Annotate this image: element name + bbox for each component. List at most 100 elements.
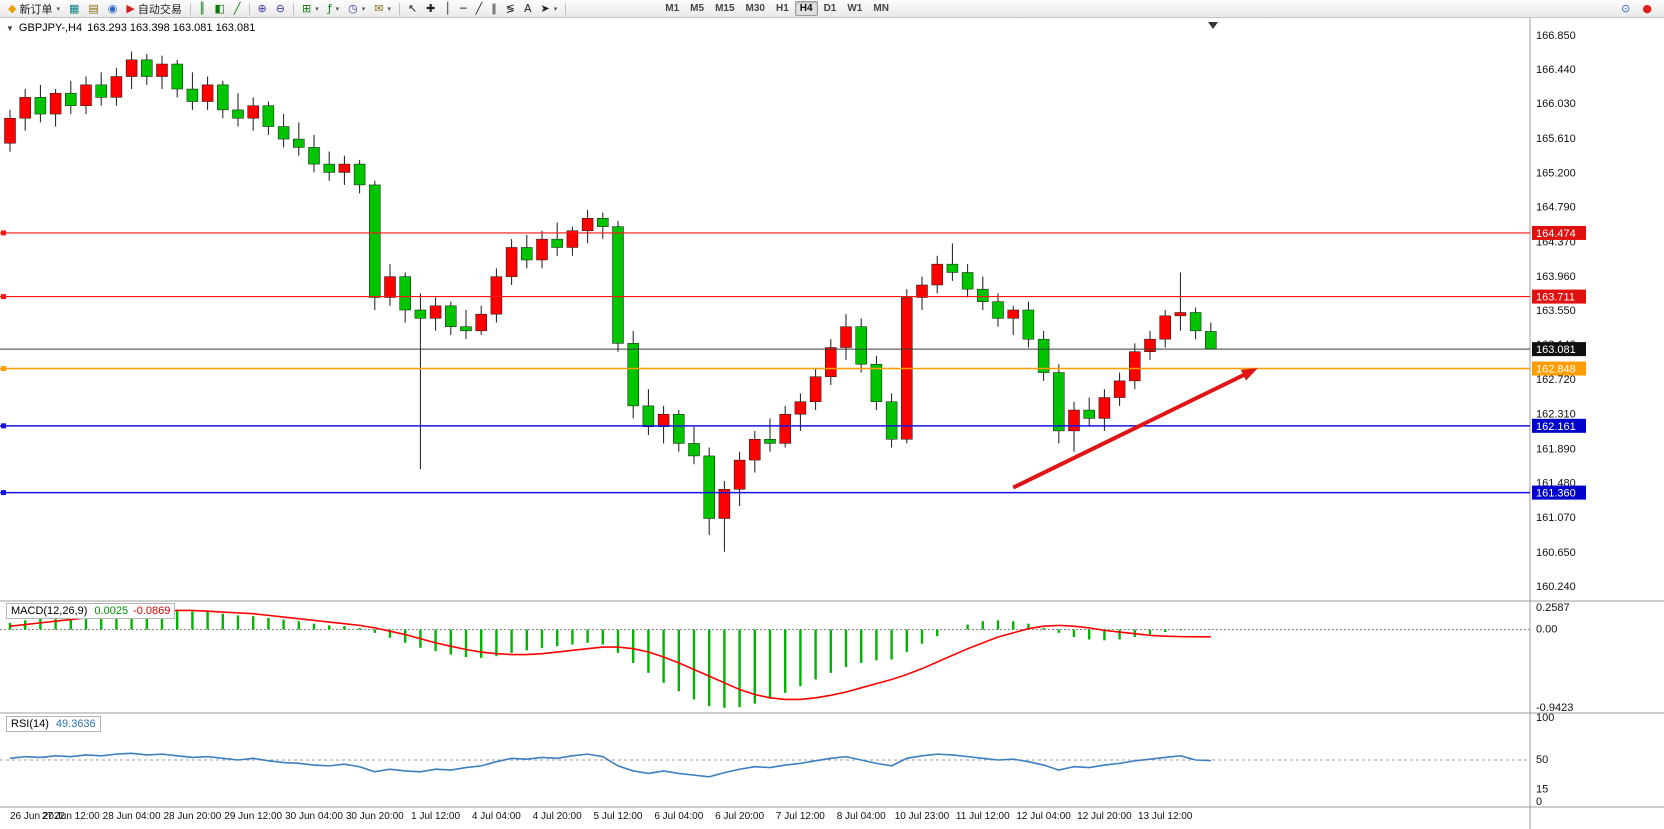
collapse-icon[interactable]: ▼: [6, 23, 14, 33]
new-order-icon: ◆: [8, 2, 17, 15]
timeframe-m15-button[interactable]: M15: [710, 1, 739, 16]
price-axis[interactable]: 166.850 166.440 166.030 165.610 165.200 164.7…: [1536, 30, 1576, 593]
fibonacci-icon: ≶: [505, 2, 515, 15]
candlestick-button[interactable]: ◧: [211, 1, 229, 17]
shift-marker-icon[interactable]: [1208, 22, 1218, 29]
svg-text:13 Jul 12:00: 13 Jul 12:00: [1138, 811, 1193, 822]
search-button[interactable]: ⊙: [1617, 1, 1634, 17]
timeframe-m1-button[interactable]: M1: [660, 1, 684, 16]
svg-text:5 Jul 12:00: 5 Jul 12:00: [594, 811, 643, 822]
price-tag: [1532, 485, 1586, 500]
hline-163.711[interactable]: 163.711: [0, 289, 1586, 304]
vertical-line-icon: │: [444, 2, 452, 15]
timeframe-m5-button[interactable]: M5: [685, 1, 709, 16]
line-chart-button[interactable]: ╱: [230, 1, 245, 17]
hline-161.360[interactable]: 161.360: [0, 485, 1586, 500]
new-chart-icon: ⊞: [301, 2, 312, 15]
zoom-in-button[interactable]: ⊕: [254, 1, 271, 17]
hline-164.474[interactable]: 164.474: [0, 225, 1586, 240]
timeframe-mn-button[interactable]: MN: [868, 1, 894, 16]
caret-down-icon: ▾: [361, 4, 366, 13]
text-button[interactable]: A: [520, 1, 536, 17]
chart-header: ▼ GBPJPY-,H4 163.293 163.398 163.081 163…: [6, 22, 255, 34]
macd-scale: 0.2587 0.00 -0.9423: [1536, 602, 1573, 714]
timeframe-w1-button[interactable]: W1: [842, 1, 867, 16]
main-toolbar: ◆ 新订单 ▾ ▦ ▤ ◉ ▶ 自动交易 ║ ◧ ╱ ⊕ ⊖ ⊞ ▾ ƒ ▾ ◷ ▾ ✉ ▾ ↖ ✚ │ ─ ╱…: [0, 0, 1664, 18]
svg-text:100: 100: [1536, 712, 1554, 724]
trendline-button[interactable]: ╱: [472, 1, 487, 17]
svg-text:160.240: 160.240: [1536, 581, 1576, 593]
horizontal-line-icon: ─: [460, 2, 467, 15]
cursor-icon: ↖: [407, 2, 418, 15]
svg-text:4 Jul 04:00: 4 Jul 04:00: [472, 811, 521, 822]
svg-text:-0.9423: -0.9423: [1536, 702, 1573, 714]
trend-arrow[interactable]: [1012, 368, 1258, 490]
timeframe-d1-button[interactable]: D1: [819, 1, 842, 16]
timeframe-h1-button[interactable]: H1: [771, 1, 794, 16]
svg-text:162.310: 162.310: [1536, 408, 1576, 420]
charts-button[interactable]: ▦: [65, 1, 83, 17]
alert-button[interactable]: ●: [1638, 1, 1656, 17]
svg-text:1 Jul 12:00: 1 Jul 12:00: [411, 811, 460, 822]
indicators-button[interactable]: ƒ ▾: [324, 1, 343, 17]
svg-text:166.440: 166.440: [1536, 64, 1576, 76]
info-icon: ◉: [107, 2, 118, 15]
profiles-icon: ▤: [88, 2, 99, 15]
price-tag: [1532, 289, 1586, 304]
timeframe-h4-button[interactable]: H4: [794, 1, 818, 16]
channel-icon: ∥: [491, 2, 497, 15]
timeframe-m30-button[interactable]: M30: [741, 1, 770, 16]
macd-signal-value: -0.0869: [133, 605, 171, 617]
toolbar-right-icons: ⊙ ●: [1617, 1, 1660, 17]
svg-text:166.030: 166.030: [1536, 98, 1576, 110]
caret-down-icon: ▾: [335, 4, 340, 13]
bar-chart-icon: ║: [198, 2, 206, 15]
svg-text:163.081: 163.081: [1536, 344, 1576, 356]
cursor-button[interactable]: ↖: [404, 1, 421, 17]
rsi-scale: 100 50 150: [1536, 712, 1554, 808]
svg-text:28 Jun 04:00: 28 Jun 04:00: [103, 811, 161, 822]
hline-162.848[interactable]: 162.848: [0, 361, 1586, 376]
horizontal-line-button[interactable]: ─: [456, 1, 471, 17]
rsi-label: RSI(14) 49.3636: [6, 716, 101, 732]
text-icon: A: [523, 2, 532, 15]
info-button[interactable]: ◉: [104, 1, 122, 17]
new-chart-button[interactable]: ⊞ ▾: [298, 1, 323, 17]
fibonacci-button[interactable]: ≶: [502, 1, 519, 17]
vertical-line-button[interactable]: │: [440, 1, 455, 17]
channel-button[interactable]: ∥: [487, 1, 501, 17]
caret-down-icon: ▾: [56, 4, 60, 13]
svg-text:10 Jul 23:00: 10 Jul 23:00: [895, 811, 950, 822]
new-order-label: 新订单: [19, 3, 53, 16]
macd-name: MACD(12,26,9): [11, 605, 88, 617]
hline-163.081[interactable]: 163.081: [0, 342, 1586, 357]
timeframe-group: M1 M5 M15 M30 H1 H4 D1 W1 MN: [660, 1, 894, 16]
svg-text:7 Jul 12:00: 7 Jul 12:00: [776, 811, 825, 822]
autotrading-button[interactable]: ▶ 自动交易: [122, 1, 185, 17]
svg-text:163.711: 163.711: [1536, 292, 1575, 304]
svg-text:162.161: 162.161: [1536, 421, 1576, 433]
svg-text:164.790: 164.790: [1536, 202, 1576, 214]
arrows-button[interactable]: ➤ ▾: [537, 1, 562, 17]
crosshair-button[interactable]: ✚: [422, 1, 439, 17]
new-order-button[interactable]: ◆ 新订单 ▾: [4, 1, 64, 17]
rsi-name: RSI(14): [11, 718, 49, 730]
chart-canvas[interactable]: 166.850 166.440 166.030 165.610 165.200 164.7…: [0, 18, 1664, 829]
zoom-out-button[interactable]: ⊖: [272, 1, 289, 17]
crosshair-icon: ✚: [426, 2, 436, 15]
symbol-period-label: GBPJPY-,H4: [18, 22, 83, 34]
periods-button[interactable]: ◷ ▾: [344, 1, 369, 17]
svg-text:15: 15: [1536, 783, 1548, 795]
rsi-line: [9, 752, 1211, 778]
profiles-button[interactable]: ▤: [84, 1, 102, 17]
caret-down-icon: ▾: [387, 4, 391, 13]
svg-text:4 Jul 20:00: 4 Jul 20:00: [533, 811, 582, 822]
svg-text:161.070: 161.070: [1536, 512, 1576, 524]
price-tag: [1532, 342, 1586, 357]
templates-button[interactable]: ✉ ▾: [370, 1, 395, 17]
bar-chart-button[interactable]: ║: [195, 1, 210, 17]
autotrading-label: 自动交易: [137, 3, 182, 16]
hline-162.161[interactable]: 162.161: [0, 418, 1586, 433]
